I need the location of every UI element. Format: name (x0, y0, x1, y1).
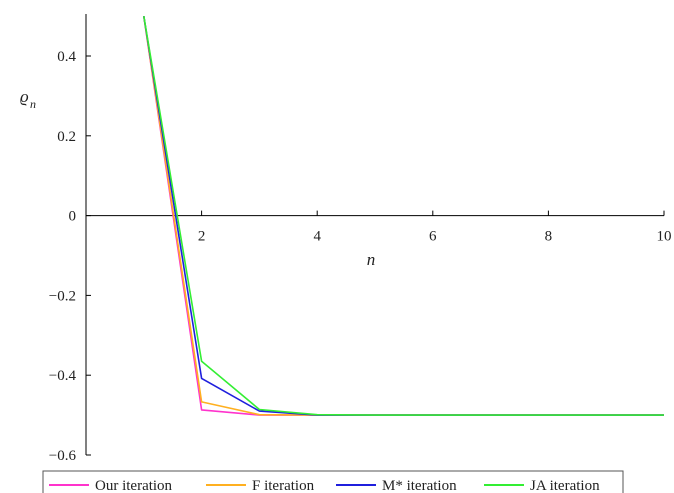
y-tick-label: −0.6 (49, 448, 77, 464)
y-tick-label: 0.2 (57, 129, 76, 145)
axes: 0.4 0.2 0 −0.2 −0.4 −0.6 2 4 6 8 10 (49, 14, 672, 464)
legend-label-3: M* iteration (382, 478, 457, 493)
legend-label-4: JA iteration (530, 478, 600, 493)
x-axis-label: n (367, 250, 376, 269)
legend-label-1: Our iteration (95, 478, 173, 493)
x-tick-label: 8 (545, 229, 553, 245)
y-tick-label: −0.2 (49, 288, 76, 304)
legend-box (42, 470, 624, 493)
x-tick-label: 6 (429, 229, 437, 245)
legend: Our iteration F iteration M* iteration JA i… (42, 470, 624, 493)
y-tick-label: 0 (69, 209, 77, 225)
series-line-4 (143, 15, 664, 416)
legend-label-2: F iteration (252, 478, 315, 493)
y-axis-label: ϱ n (20, 87, 36, 111)
y-tick-label: −0.4 (49, 368, 77, 384)
x-tick-label: 4 (313, 229, 321, 245)
x-tick-label: 10 (657, 229, 672, 245)
series-lines (143, 15, 664, 416)
x-tick-label: 2 (198, 229, 206, 245)
y-tick-label: 0.4 (57, 49, 76, 65)
y-axis-label-main: ϱ (20, 87, 29, 106)
y-axis-label-subscript: n (30, 97, 36, 111)
